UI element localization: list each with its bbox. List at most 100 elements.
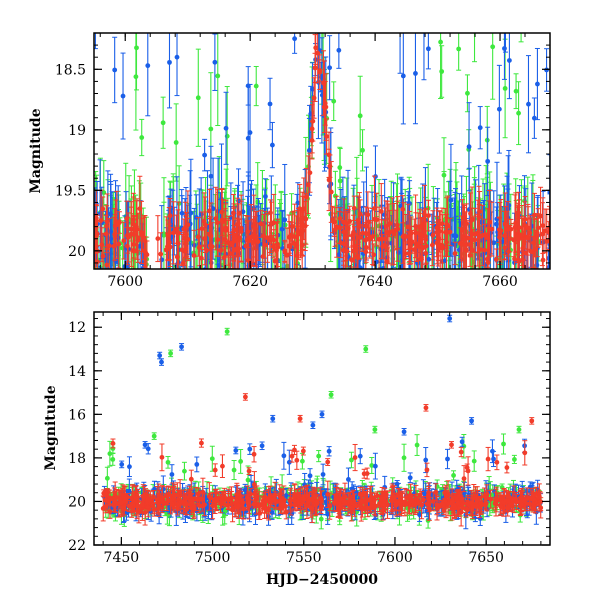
- bottom-data-point: [219, 454, 225, 479]
- top-data-point: [212, 33, 218, 91]
- bottom-data-point: [233, 446, 239, 455]
- top-data-point: [493, 248, 499, 269]
- bottom-data-point: [491, 450, 497, 468]
- bottom-data-point: [142, 441, 148, 449]
- top-data-point: [182, 236, 188, 267]
- top-data-point: [421, 33, 427, 81]
- top-data-point: [311, 77, 317, 119]
- top-data-point: [94, 33, 98, 50]
- bottom-ytick-label: 20: [68, 494, 86, 510]
- bottom-data-point: [352, 443, 358, 472]
- bottom-data-point: [283, 504, 289, 520]
- top-data-point: [402, 234, 408, 269]
- bottom-xtick-label: 7550: [286, 550, 322, 566]
- top-data-point: [540, 239, 546, 269]
- top-xtick-label: 7640: [357, 274, 393, 290]
- top-panel-data-points: [94, 33, 550, 269]
- bottom-data-point: [328, 390, 334, 399]
- bottom-data-point: [145, 493, 151, 507]
- top-data-point: [384, 247, 390, 269]
- top-data-point: [389, 197, 395, 266]
- bottom-panel: 7450 7500 7550 7600 7650 12 14 16 18 20 22 Magnitu…: [43, 311, 551, 588]
- top-data-point: [330, 205, 336, 234]
- bottom-data-point: [401, 443, 407, 472]
- top-data-point: [423, 208, 429, 265]
- top-data-point: [382, 207, 388, 269]
- top-panel-ylabel: Magnitude: [28, 108, 44, 193]
- bottom-data-point: [426, 491, 432, 509]
- top-data-point: [464, 74, 470, 113]
- top-data-point: [120, 52, 126, 140]
- bottom-ytick-label: 16: [68, 407, 86, 423]
- top-data-point: [223, 91, 229, 165]
- top-data-point: [502, 33, 508, 53]
- top-data-point: [477, 106, 483, 150]
- bottom-data-point: [338, 489, 344, 510]
- bottom-data-point: [133, 485, 139, 512]
- top-data-point: [423, 262, 429, 269]
- top-data-point: [173, 103, 179, 182]
- bottom-data-point: [178, 489, 184, 514]
- top-data-point: [400, 195, 406, 224]
- top-data-point: [282, 239, 288, 262]
- top-data-point: [245, 66, 251, 106]
- top-data-point: [365, 191, 371, 239]
- bottom-data-point: [444, 448, 450, 470]
- top-data-point: [511, 222, 517, 258]
- top-data-point: [245, 215, 251, 249]
- top-data-point: [490, 33, 496, 100]
- top-data-point: [351, 195, 357, 221]
- bottom-data-point: [157, 351, 163, 360]
- top-data-point: [267, 77, 273, 131]
- top-data-point: [507, 224, 513, 253]
- top-data-point: [207, 216, 213, 269]
- bottom-data-point: [270, 414, 276, 423]
- bottom-data-point: [126, 456, 132, 478]
- bottom-data-point: [151, 502, 157, 517]
- top-data-point: [292, 33, 298, 54]
- bottom-data-point: [416, 493, 422, 511]
- top-data-point: [503, 205, 509, 245]
- top-panel: 7600 7620 7640 7660 18.5 19 19.5 20 Magnitude: [28, 32, 551, 290]
- bottom-data-point: [325, 480, 331, 509]
- bottom-data-point: [449, 441, 455, 449]
- bottom-data-point: [280, 497, 286, 509]
- top-data-point: [434, 215, 440, 241]
- bottom-data-point: [318, 502, 324, 514]
- top-ytick-label: 20: [68, 244, 86, 260]
- top-data-point: [493, 206, 499, 242]
- bottom-data-point: [484, 484, 490, 512]
- top-data-point: [515, 202, 521, 269]
- top-data-point: [451, 197, 457, 269]
- top-xtick-label: 7620: [232, 274, 268, 290]
- top-data-point: [412, 33, 418, 125]
- top-data-point: [99, 227, 105, 263]
- top-data-point: [191, 229, 197, 269]
- top-data-point: [489, 201, 495, 257]
- bottom-panel-ylabel: Magnitude: [43, 385, 59, 470]
- bottom-data-point: [210, 492, 216, 520]
- top-data-point: [502, 38, 508, 139]
- top-data-point: [538, 186, 544, 246]
- top-data-point: [470, 229, 476, 269]
- bottom-data-point: [488, 489, 494, 509]
- top-data-point: [224, 86, 230, 187]
- top-data-point: [320, 50, 326, 116]
- top-data-point: [348, 234, 354, 269]
- bottom-data-point: [461, 465, 467, 493]
- bottom-data-point: [231, 460, 237, 481]
- top-data-point: [539, 202, 545, 267]
- top-data-point: [513, 73, 519, 110]
- top-data-point: [155, 215, 161, 263]
- top-data-point: [225, 219, 231, 266]
- top-data-point: [327, 35, 333, 101]
- bottom-data-point: [246, 467, 252, 475]
- top-data-point: [444, 217, 450, 249]
- top-data-point: [175, 209, 181, 269]
- top-data-point: [317, 59, 323, 82]
- top-data-point: [166, 33, 172, 109]
- top-data-point: [252, 216, 258, 242]
- bottom-panel-data-points: [100, 314, 544, 530]
- top-data-point: [337, 211, 343, 244]
- bottom-data-point: [188, 469, 194, 489]
